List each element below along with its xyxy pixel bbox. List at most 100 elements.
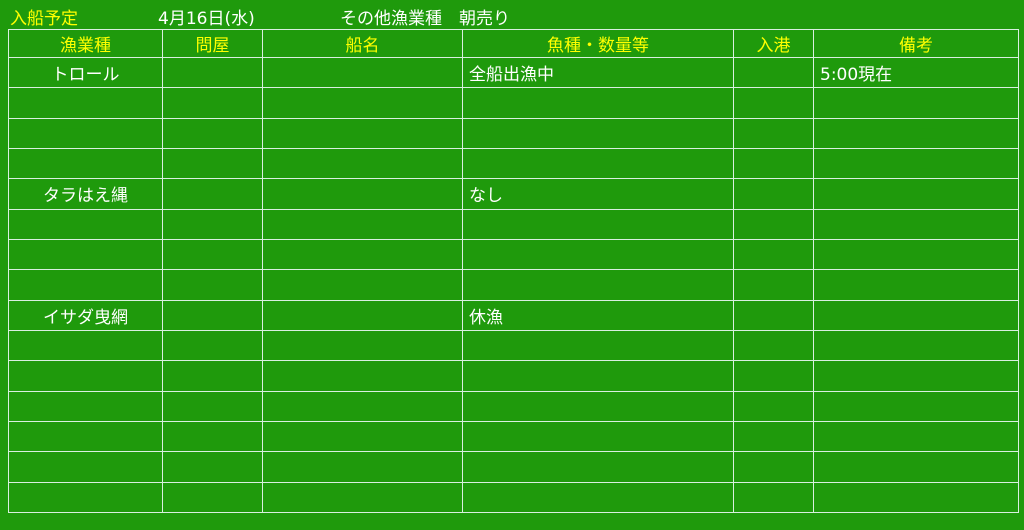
cell-wholesaler [162,420,263,453]
cell-arrival [733,269,814,301]
cell-remarks [813,269,1019,301]
cell-remarks [813,147,1019,180]
column-header-species-quantity: 魚種・数量等 [462,29,734,58]
cell-vessel-name [262,208,463,240]
cell-wholesaler [162,117,263,149]
cell-wholesaler [162,238,263,271]
table-row [8,481,1019,514]
table-header-row: 漁業種 問屋 船名 魚種・数量等 入港 備考 [8,29,1019,58]
cell-species-quantity [462,208,734,240]
cell-wholesaler [162,329,263,362]
table-row: イサダ曳網 休漁 [8,299,1019,331]
cell-fishery-type [8,420,163,453]
table-row [8,329,1019,362]
column-header-vessel-name: 船名 [262,29,463,58]
cell-wholesaler [162,87,263,119]
cell-arrival [733,390,814,422]
cell-species-quantity [462,360,734,392]
cell-vessel-name [262,299,463,331]
cell-species-quantity [462,269,734,301]
cell-fishery-type [8,117,163,149]
cell-species-quantity: なし [462,178,734,210]
cell-species-quantity [462,451,734,483]
cell-species-quantity [462,117,734,149]
cell-fishery-type: トロール [8,56,163,89]
cell-species-quantity [462,329,734,362]
cell-wholesaler [162,451,263,483]
board-header: 入船予定 4月16日(水) その他漁業種 朝売り [0,0,1024,29]
table-row [8,147,1019,180]
table-row [8,420,1019,453]
cell-wholesaler [162,147,263,180]
cell-remarks [813,360,1019,392]
table-row: トロール 全船出漁中 5:00現在 [8,56,1019,89]
cell-arrival [733,117,814,149]
cell-vessel-name [262,238,463,271]
table-row [8,390,1019,422]
cell-fishery-type [8,360,163,392]
cell-vessel-name [262,87,463,119]
cell-wholesaler [162,269,263,301]
cell-arrival [733,299,814,331]
cell-remarks [813,420,1019,453]
cell-remarks [813,481,1019,514]
table-row: タラはえ縄 なし [8,178,1019,210]
cell-species-quantity [462,87,734,119]
cell-fishery-type: タラはえ縄 [8,178,163,210]
cell-vessel-name [262,269,463,301]
table-row [8,87,1019,119]
table-row [8,238,1019,271]
cell-fishery-type [8,390,163,422]
cell-vessel-name [262,451,463,483]
cell-remarks: 5:00現在 [813,56,1019,89]
cell-arrival [733,208,814,240]
cell-vessel-name [262,117,463,149]
cell-wholesaler [162,360,263,392]
cell-arrival [733,481,814,514]
cell-wholesaler [162,208,263,240]
cell-fishery-type [8,147,163,180]
cell-fishery-type [8,451,163,483]
cell-wholesaler [162,481,263,514]
cell-species-quantity [462,147,734,180]
table-row [8,360,1019,392]
cell-arrival [733,87,814,119]
cell-wholesaler [162,299,263,331]
board-date: 4月16日(水) [158,9,255,29]
cell-species-quantity [462,481,734,514]
cell-vessel-name [262,390,463,422]
cell-fishery-type [8,208,163,240]
cell-remarks [813,299,1019,331]
cell-arrival [733,451,814,483]
cell-vessel-name [262,420,463,453]
cell-wholesaler [162,178,263,210]
table-row [8,117,1019,149]
arrival-schedule-table: 漁業種 問屋 船名 魚種・数量等 入港 備考 トロール 全船出漁中 5:00現在 タラはえ縄 なし… [8,29,1019,514]
column-header-wholesaler: 問屋 [162,29,263,58]
cell-fishery-type [8,329,163,362]
cell-arrival [733,238,814,271]
cell-remarks [813,238,1019,271]
table-row [8,451,1019,483]
cell-fishery-type [8,269,163,301]
cell-arrival [733,56,814,89]
cell-fishery-type: イサダ曳網 [8,299,163,331]
cell-arrival [733,178,814,210]
column-header-remarks: 備考 [813,29,1019,58]
cell-wholesaler [162,390,263,422]
cell-arrival [733,360,814,392]
cell-vessel-name [262,147,463,180]
cell-fishery-type [8,87,163,119]
cell-arrival [733,329,814,362]
cell-remarks [813,208,1019,240]
cell-remarks [813,390,1019,422]
board-category: その他漁業種 朝売り [340,9,510,29]
cell-remarks [813,451,1019,483]
cell-remarks [813,329,1019,362]
board-title: 入船予定 [10,9,78,29]
cell-remarks [813,117,1019,149]
cell-remarks [813,87,1019,119]
table-row [8,208,1019,240]
cell-vessel-name [262,329,463,362]
cell-wholesaler [162,56,263,89]
